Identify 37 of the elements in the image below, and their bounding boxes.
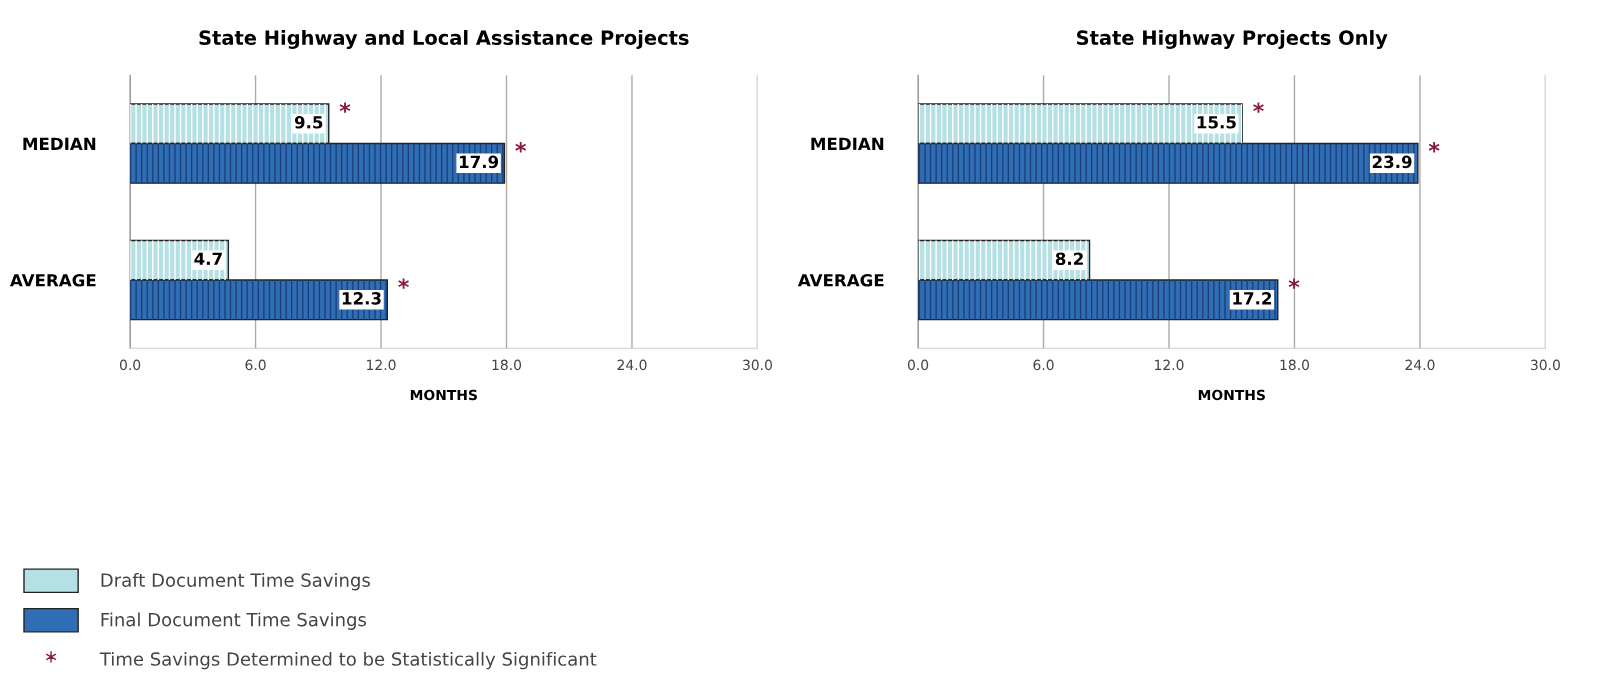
x-tick-label: 12.0	[367, 359, 396, 371]
x-tick-label: 24.0	[1405, 359, 1435, 371]
annotation: *	[515, 142, 527, 153]
x-tick-label: 12.0	[1155, 359, 1184, 371]
annotation: *	[339, 102, 351, 113]
x-axis-title: MONTHS	[410, 389, 477, 401]
x-tick-label: 30.0	[743, 359, 772, 371]
data-label: 17.9	[459, 155, 499, 169]
y-tick-label: MEDIAN	[23, 137, 96, 150]
x-tick-label: 0.0	[907, 359, 929, 371]
annotation: *	[398, 278, 409, 289]
annotation: *	[1253, 102, 1264, 113]
x-tick-label: 0.0	[119, 359, 141, 371]
legend-label: Draft Document Time Savings	[101, 572, 370, 591]
annotation: *	[1288, 278, 1300, 289]
data-label: 15.5	[1197, 116, 1236, 129]
x-tick-label: 6.0	[245, 359, 266, 371]
chart-title: State Highway and Local Assistance Projects	[199, 29, 689, 49]
x-tick-label: 6.0	[1033, 359, 1054, 371]
data-label: 8.2	[1055, 252, 1083, 266]
text: Time Savings Determined to be Statistically Significant	[99, 651, 597, 670]
x-tick-label: 30.0	[1531, 359, 1560, 371]
data-label: 12.3	[342, 292, 381, 305]
x-tick-label: 24.0	[617, 359, 647, 371]
y-tick-label: AVERAGE	[9, 273, 96, 287]
data-label: 23.9	[1372, 155, 1412, 169]
x-tick-label: 18.0	[492, 359, 522, 371]
data-label: 9.5	[294, 116, 323, 129]
annotation: *	[1428, 142, 1440, 153]
legend-label: Final Document Time Savings	[101, 612, 367, 630]
chart-title: State Highway Projects Only	[1077, 29, 1388, 49]
data-label: 4.7	[194, 252, 222, 265]
x-axis-title: MONTHS	[1198, 389, 1265, 401]
y-tick-label: MEDIAN	[811, 137, 884, 150]
x-tick-label: 18.0	[1280, 359, 1310, 371]
data-label: 17.2	[1233, 292, 1272, 305]
y-tick-label: AVERAGE	[797, 273, 884, 287]
